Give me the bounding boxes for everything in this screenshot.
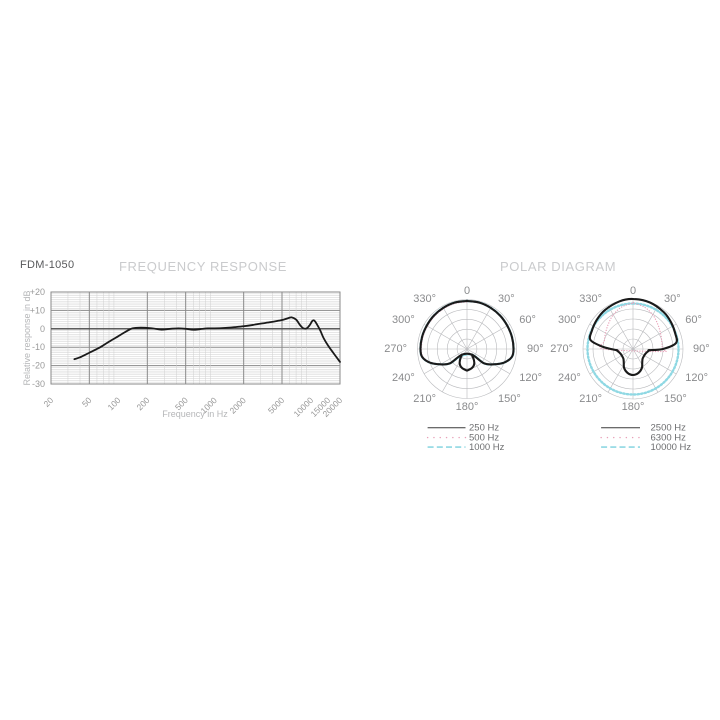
svg-text:210°: 210° bbox=[413, 393, 436, 405]
svg-text:200: 200 bbox=[134, 395, 151, 412]
svg-text:180°: 180° bbox=[622, 401, 645, 413]
svg-text:150°: 150° bbox=[664, 393, 687, 405]
svg-text:240°: 240° bbox=[392, 372, 415, 384]
svg-text:100: 100 bbox=[105, 395, 122, 412]
svg-text:20: 20 bbox=[41, 395, 55, 409]
svg-text:30°: 30° bbox=[664, 293, 681, 305]
svg-text:Relative response in dB: Relative response in dB bbox=[22, 290, 32, 385]
svg-text:-20: -20 bbox=[32, 361, 45, 371]
svg-text:2000: 2000 bbox=[227, 395, 248, 416]
svg-text:300°: 300° bbox=[558, 314, 581, 326]
svg-text:+10: +10 bbox=[30, 305, 45, 315]
svg-text:270°: 270° bbox=[550, 343, 573, 355]
svg-text:60°: 60° bbox=[685, 314, 702, 326]
svg-text:-30: -30 bbox=[32, 379, 45, 389]
svg-text:1000 Hz: 1000 Hz bbox=[469, 442, 505, 453]
svg-text:0: 0 bbox=[40, 324, 45, 334]
svg-text:60°: 60° bbox=[519, 314, 536, 326]
svg-text:210°: 210° bbox=[579, 393, 602, 405]
svg-text:10000 Hz: 10000 Hz bbox=[651, 442, 692, 453]
svg-text:120°: 120° bbox=[685, 372, 708, 384]
svg-text:90°: 90° bbox=[527, 343, 544, 355]
svg-text:240°: 240° bbox=[558, 372, 581, 384]
svg-text:270°: 270° bbox=[384, 343, 407, 355]
svg-text:180°: 180° bbox=[456, 401, 479, 413]
svg-text:330°: 330° bbox=[413, 293, 436, 305]
svg-text:50: 50 bbox=[80, 395, 94, 409]
svg-text:30°: 30° bbox=[498, 293, 515, 305]
svg-text:120°: 120° bbox=[519, 372, 542, 384]
svg-text:0: 0 bbox=[464, 285, 470, 297]
svg-text:300°: 300° bbox=[392, 314, 415, 326]
svg-text:5000: 5000 bbox=[266, 395, 287, 416]
svg-text:-10: -10 bbox=[32, 342, 45, 352]
svg-text:+20: +20 bbox=[30, 287, 45, 297]
svg-text:330°: 330° bbox=[579, 293, 602, 305]
svg-text:Frequency in Hz: Frequency in Hz bbox=[162, 409, 228, 419]
svg-text:150°: 150° bbox=[498, 393, 521, 405]
svg-text:0: 0 bbox=[630, 285, 636, 297]
svg-text:90°: 90° bbox=[693, 343, 710, 355]
